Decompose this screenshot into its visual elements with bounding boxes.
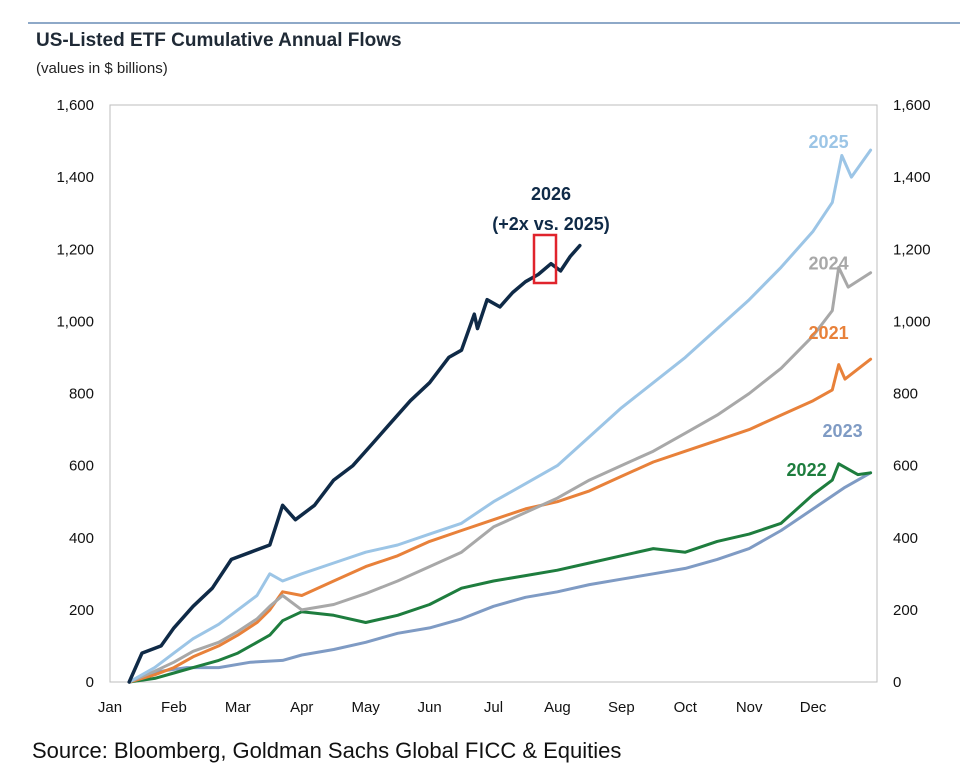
plot-frame: [109, 104, 878, 683]
series-label-2023: 2023: [823, 421, 863, 441]
y-tick-right-2: 400: [893, 530, 918, 547]
highlight-box: [532, 233, 558, 285]
x-tick-dec: Dec: [800, 699, 827, 716]
y-tick-left-1: 200: [69, 602, 94, 619]
y-tick-right-0: 0: [893, 674, 901, 691]
y-tick-left-7: 1,400: [56, 169, 94, 186]
series-label-2022: 2022: [787, 460, 827, 480]
y-tick-left-8: 1,600: [56, 97, 94, 114]
header-rule: [28, 22, 960, 24]
series-line-2023: [127, 471, 873, 684]
y-tick-right-1: 200: [893, 602, 918, 619]
series-lines: [127, 148, 873, 684]
series-line-2022: [127, 462, 873, 684]
series-label-2025: 2025: [809, 132, 849, 152]
x-tick-nov: Nov: [736, 699, 763, 716]
x-tick-jun: Jun: [417, 699, 441, 716]
y-axis-left: 0 200 400 600 800 1,000 1,200 1,400 1,600: [56, 97, 94, 691]
x-tick-aug: Aug: [544, 699, 571, 716]
y-tick-right-4: 800: [893, 386, 918, 403]
x-axis: Jan Feb Mar Apr May Jun Jul Aug Sep Oct Nov Dec: [98, 699, 827, 716]
series-line-2024: [127, 265, 873, 684]
etf-flows-chart: 0 200 400 600 800 1,000 1,200 1,400 1,600 0 200 40…: [56, 97, 931, 716]
x-tick-feb: Feb: [161, 699, 187, 716]
y-tick-left-4: 800: [69, 386, 94, 403]
chart-title: US-Listed ETF Cumulative Annual Flows: [36, 30, 402, 51]
x-tick-jul: Jul: [484, 699, 503, 716]
series-line-2021: [127, 357, 873, 684]
y-tick-right-5: 1,000: [893, 313, 931, 330]
annotation-2026: 2026 (+2x vs. 2025): [492, 184, 610, 285]
x-tick-jan: Jan: [98, 699, 122, 716]
y-axis-right: 0 200 400 600 800 1,000 1,200 1,400 1,600: [893, 97, 931, 691]
y-tick-left-3: 600: [69, 458, 94, 475]
series-line-2026: [127, 243, 582, 684]
y-tick-right-8: 1,600: [893, 97, 931, 114]
y-tick-right-7: 1,400: [893, 169, 931, 186]
x-tick-mar: Mar: [225, 699, 251, 716]
y-tick-left-2: 400: [69, 530, 94, 547]
x-tick-oct: Oct: [674, 699, 698, 716]
series-label-2024: 2024: [809, 254, 849, 274]
y-tick-left-6: 1,200: [56, 241, 94, 258]
annotation-line-1: 2026: [531, 184, 571, 204]
series-label-2021: 2021: [809, 323, 849, 343]
x-tick-sep: Sep: [608, 699, 635, 716]
x-tick-apr: Apr: [290, 699, 313, 716]
annotation-line-2: (+2x vs. 2025): [492, 214, 610, 234]
y-tick-right-3: 600: [893, 458, 918, 475]
x-tick-may: May: [351, 699, 380, 716]
y-tick-left-0: 0: [86, 674, 94, 691]
y-tick-left-5: 1,000: [56, 313, 94, 330]
series-labels: 2023 2022 2021 2024 2025: [787, 132, 863, 480]
chart-subtitle: (values in $ billions): [36, 60, 168, 77]
y-tick-right-6: 1,200: [893, 241, 931, 258]
series-line-2025: [127, 148, 873, 684]
source-note: Source: Bloomberg, Goldman Sachs Global …: [32, 738, 622, 763]
